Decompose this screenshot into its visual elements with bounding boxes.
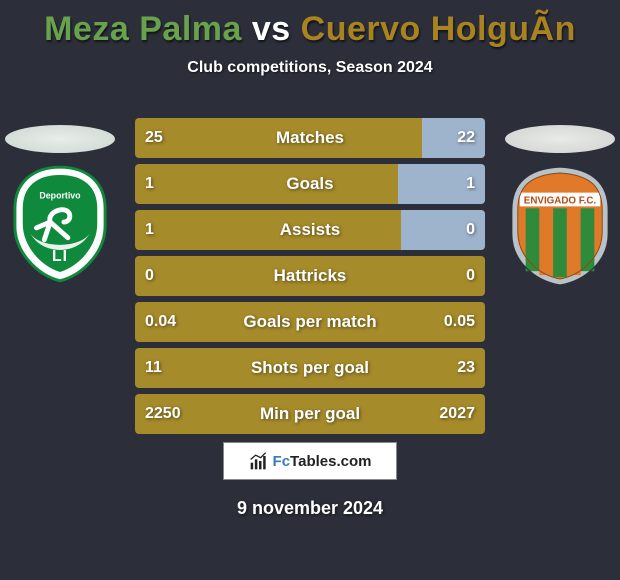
stat-bar: 0.04Goals per match0.05 — [135, 302, 485, 342]
svg-text:Deportivo: Deportivo — [39, 191, 81, 201]
stat-right-value: 1 — [466, 175, 475, 193]
svg-text:LI: LI — [52, 248, 68, 265]
left-team-column: Deportivo LI — [0, 125, 120, 283]
stat-right-value: 22 — [457, 129, 475, 147]
stat-right-value: 23 — [457, 359, 475, 377]
stat-right-value: 0 — [466, 267, 475, 285]
svg-text:ENVIGADO F.C.: ENVIGADO F.C. — [524, 195, 597, 206]
stat-label: Min per goal — [135, 404, 485, 424]
team-logo-envigado: ENVIGADO F.C. — [506, 165, 614, 287]
stat-label: Goals per match — [135, 312, 485, 332]
stat-bar: 1Assists0 — [135, 210, 485, 250]
subtitle: Club competitions, Season 2024 — [0, 59, 620, 77]
stat-right-value: 2027 — [439, 405, 475, 423]
stat-bar: 1Goals1 — [135, 164, 485, 204]
stat-label: Hattricks — [135, 266, 485, 286]
stats-bars: 25Matches221Goals11Assists00Hattricks00.… — [135, 118, 485, 434]
vs-text: vs — [252, 10, 291, 48]
footer-brand-post: Tables.com — [290, 453, 371, 470]
stat-label: Goals — [135, 174, 485, 194]
footer-brand-text: FcTables.com — [273, 453, 372, 470]
page-title: Meza Palma vs Cuervo HolguÃ­n — [0, 0, 620, 49]
stat-label: Matches — [135, 128, 485, 148]
stat-bar: 0Hattricks0 — [135, 256, 485, 296]
right-team-column: ENVIGADO F.C. — [500, 125, 620, 287]
stat-right-value: 0 — [466, 221, 475, 239]
footer-brand-pre: Fc — [273, 453, 291, 470]
player1-name: Meza Palma — [44, 10, 242, 48]
shield-icon: Deportivo LI — [11, 165, 109, 283]
player2-name: Cuervo HolguÃ­n — [301, 10, 576, 48]
stat-bar: 11Shots per goal23 — [135, 348, 485, 388]
date-text: 9 november 2024 — [0, 498, 620, 519]
stat-right-value: 0.05 — [444, 313, 475, 331]
stat-label: Assists — [135, 220, 485, 240]
oval-shadow-right — [505, 125, 615, 153]
team-logo-cali: Deportivo LI — [11, 165, 109, 283]
stat-bar: 2250Min per goal2027 — [135, 394, 485, 434]
stat-label: Shots per goal — [135, 358, 485, 378]
chart-icon — [249, 451, 269, 471]
shield-icon: ENVIGADO F.C. — [506, 165, 614, 287]
oval-shadow-left — [5, 125, 115, 153]
stat-bar: 25Matches22 — [135, 118, 485, 158]
footer-brand[interactable]: FcTables.com — [223, 442, 397, 480]
